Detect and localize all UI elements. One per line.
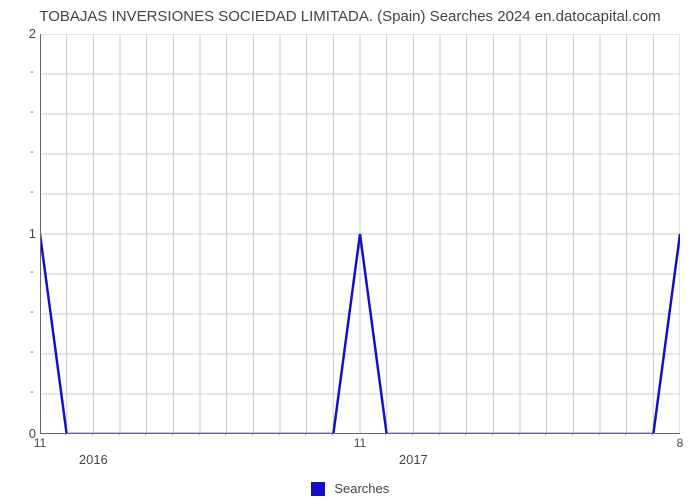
x-minor-tick: ' [411,432,413,443]
chart-container: TOBAJAS INVERSIONES SOCIEDAD LIMITADA. (… [0,0,700,500]
x-minor-tick: ' [65,432,67,443]
x-minor-tick: ' [598,432,600,443]
x-tick-label: 11 [354,436,366,450]
x-minor-tick: ' [518,432,520,443]
x-minor-tick: ' [651,432,653,443]
y-minor-tick: - [30,66,34,78]
y-minor-tick: - [30,266,34,278]
x-minor-tick: ' [385,432,387,443]
x-minor-tick: ' [491,432,493,443]
x-minor-tick: ' [251,432,253,443]
plot-area [40,34,680,434]
x-minor-tick: ' [571,432,573,443]
legend-label: Searches [334,481,389,496]
plot-svg [40,34,680,434]
x-year-label: 2017 [399,452,428,467]
x-minor-tick: ' [305,432,307,443]
y-tick-label: 0 [6,426,36,441]
x-minor-tick: ' [91,432,93,443]
legend-swatch [311,482,325,496]
y-tick-label: 2 [6,26,36,41]
x-tick-label: 8 [677,436,684,450]
y-tick-label: 1 [6,226,36,241]
x-minor-tick: ' [145,432,147,443]
x-minor-tick: ' [278,432,280,443]
x-minor-tick: ' [225,432,227,443]
x-minor-tick: ' [465,432,467,443]
x-minor-tick: ' [171,432,173,443]
x-minor-tick: ' [438,432,440,443]
legend: Searches [0,480,700,496]
x-minor-tick: ' [118,432,120,443]
y-minor-tick: - [30,386,34,398]
x-minor-tick: ' [625,432,627,443]
y-minor-tick: - [30,186,34,198]
x-year-label: 2016 [79,452,108,467]
y-minor-tick: - [30,146,34,158]
y-minor-tick: - [30,306,34,318]
x-minor-tick: ' [331,432,333,443]
y-minor-tick: - [30,106,34,118]
x-minor-tick: ' [545,432,547,443]
chart-title: TOBAJAS INVERSIONES SOCIEDAD LIMITADA. (… [0,8,700,25]
y-minor-tick: - [30,346,34,358]
x-minor-tick: ' [198,432,200,443]
x-tick-label: 11 [34,436,46,450]
